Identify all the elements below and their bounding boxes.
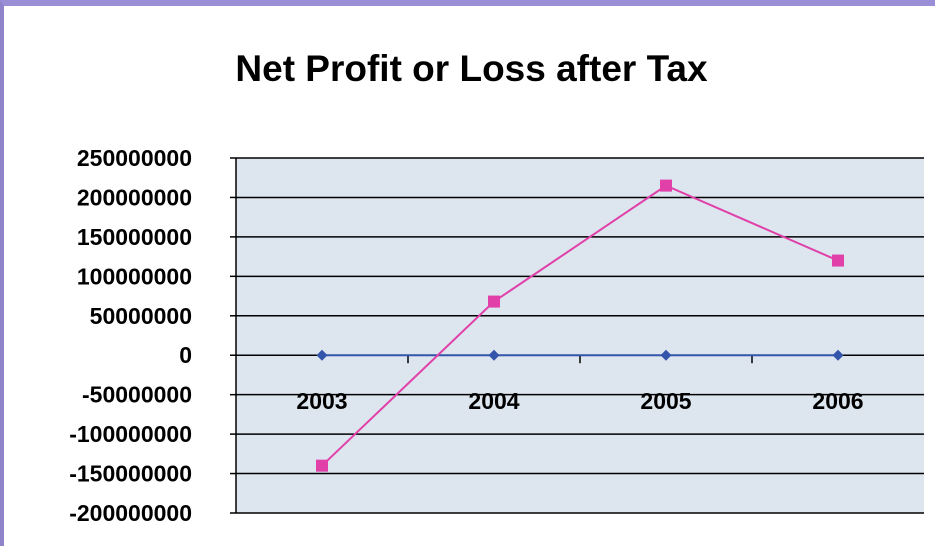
x-tick-label: 2006 [812,388,863,414]
data-point [488,349,500,361]
y-tick-label: 0 [179,342,192,368]
y-tick-label: -50000000 [82,382,192,408]
y-tick-label: 50000000 [90,303,192,329]
y-tick-label: -100000000 [69,421,192,447]
y-tick-label: -200000000 [69,500,192,526]
data-point [488,295,500,308]
y-tick-label: 250000000 [77,145,192,171]
line-chart: 250000000 200000000 150000000 100000000 5000… [69,145,924,526]
x-tick-label: 2005 [640,388,691,414]
y-tick-label: 200000000 [77,184,192,210]
chart-title: Net Profit or Loss after Tax [235,48,708,89]
plot-area [236,158,924,513]
data-point [660,349,672,361]
x-tick-label: 2004 [468,388,519,414]
data-point [316,459,328,472]
data-point [660,179,672,192]
y-tick-label: -150000000 [69,461,192,487]
data-point [832,349,844,361]
y-tick-label: 150000000 [77,224,192,250]
data-point [316,349,328,361]
x-tick-label: 2003 [296,388,347,414]
series-line-2 [321,184,839,467]
data-point [832,254,844,267]
y-tick-label: 100000000 [77,263,192,289]
